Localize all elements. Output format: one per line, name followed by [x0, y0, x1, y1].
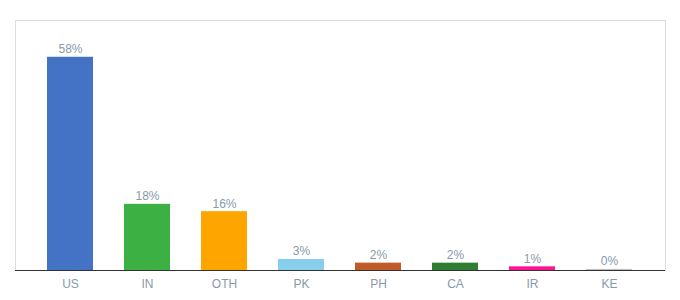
svg-text:1%: 1% [524, 252, 542, 266]
svg-text:IN: IN [142, 277, 154, 291]
svg-text:IR: IR [527, 277, 539, 291]
svg-text:18%: 18% [135, 189, 159, 203]
svg-text:PH: PH [370, 277, 387, 291]
svg-text:OTH: OTH [212, 277, 237, 291]
svg-text:58%: 58% [58, 42, 82, 56]
svg-text:PK: PK [293, 277, 309, 291]
svg-text:0%: 0% [601, 254, 619, 268]
svg-text:US: US [62, 277, 79, 291]
svg-text:3%: 3% [293, 244, 311, 258]
svg-text:16%: 16% [212, 197, 236, 211]
svg-text:CA: CA [447, 277, 464, 291]
svg-text:KE: KE [601, 277, 617, 291]
svg-text:2%: 2% [370, 248, 388, 262]
svg-text:2%: 2% [447, 248, 465, 262]
